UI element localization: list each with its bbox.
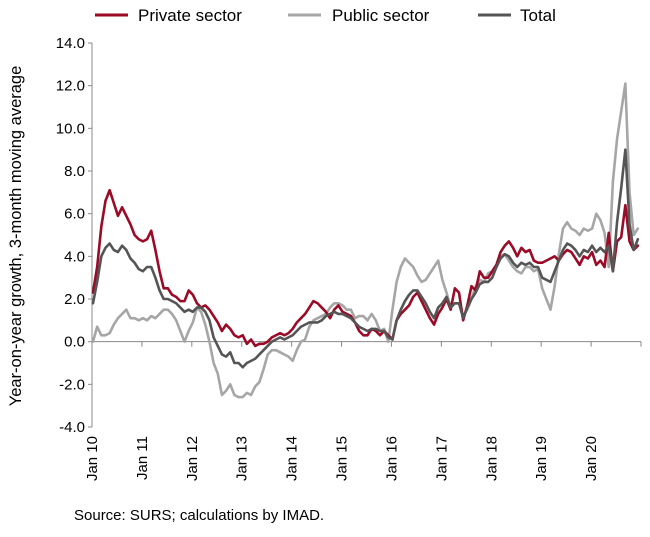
x-tick-label: Jan 11 — [134, 436, 151, 480]
y-axis-title: Year-on-year growth, 3-month moving aver… — [7, 66, 25, 407]
x-tick-label: Jan 12 — [184, 436, 201, 481]
series-line-private-sector — [91, 188, 640, 348]
legend: Private sector Public sector Total — [95, 6, 556, 25]
y-tick-label: 4.0 — [64, 248, 85, 265]
y-tick-label: 2.0 — [64, 291, 85, 308]
y-tick-label: -2.0 — [59, 376, 85, 393]
y-tick-label: 14.0 — [56, 35, 85, 52]
y-tick-label: 10.0 — [56, 120, 85, 137]
x-tick-label: Jan 20 — [583, 436, 600, 481]
y-tick-label: 0.0 — [64, 334, 85, 351]
x-tick-label: Jan 17 — [433, 436, 450, 481]
legend-label-public-sector: Public sector — [332, 6, 430, 25]
x-tick-label: Jan 14 — [284, 436, 301, 481]
x-tick-label: Jan 16 — [383, 436, 400, 481]
x-axis-ticks: Jan 10 Jan 11 Jan 12 Jan 13 Jan 14 Jan 15 Jan … — [84, 341, 642, 481]
legend-label-total: Total — [520, 6, 556, 25]
source-note: Source: SURS; calculations by IMAD. — [74, 507, 324, 524]
series-lines — [91, 82, 640, 399]
axes — [91, 43, 641, 427]
x-tick-label: Jan 19 — [533, 436, 550, 481]
series-line-total — [91, 148, 640, 369]
x-tick-label: Jan 15 — [334, 436, 351, 481]
legend-label-private-sector: Private sector — [138, 6, 242, 25]
x-tick-label: Jan 18 — [483, 436, 500, 481]
x-tick-label: Jan 13 — [234, 436, 251, 481]
y-tick-label: 6.0 — [64, 206, 85, 223]
series-line-public-sector — [91, 82, 640, 399]
y-tick-label: -4.0 — [59, 419, 85, 436]
y-tick-label: 12.0 — [56, 78, 85, 95]
y-axis-ticks: -4.0 -2.0 0.0 2.0 4.0 6.0 8.0 10.0 12.0 14.0 — [56, 35, 92, 436]
y-tick-label: 8.0 — [64, 163, 85, 180]
x-tick-label: Jan 10 — [84, 436, 101, 481]
